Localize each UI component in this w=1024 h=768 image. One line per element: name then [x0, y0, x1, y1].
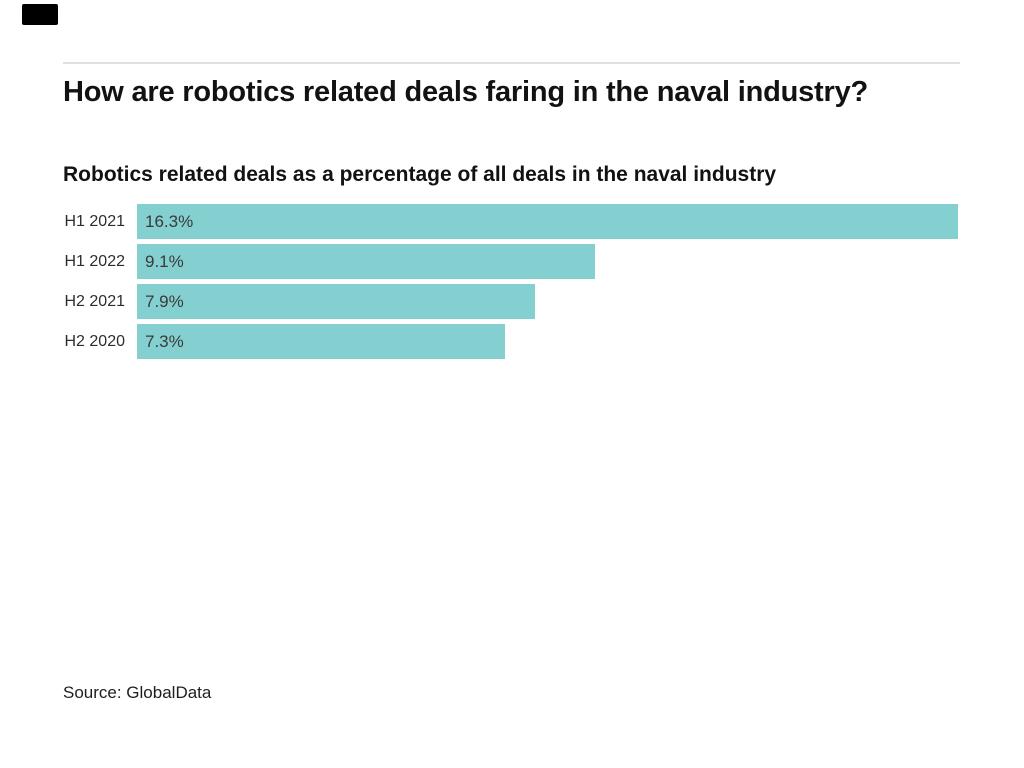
bar-value-label: 7.3%: [145, 332, 184, 351]
bar-row: H1 2022 9.1%: [63, 244, 960, 279]
chart-title: How are robotics related deals faring in…: [63, 76, 869, 108]
bar-row: H2 2021 7.9%: [63, 284, 960, 319]
bar-category-label: H2 2020: [64, 333, 126, 350]
bar-value-label: 9.1%: [145, 252, 184, 271]
bar-category-label: H1 2022: [64, 253, 126, 270]
bar: 16.3%: [137, 204, 958, 239]
bar: 9.1%: [137, 244, 595, 279]
chart-subtitle: Robotics related deals as a percentage o…: [63, 163, 777, 186]
bar-value-label: 7.9%: [145, 292, 184, 311]
header-divider: [63, 62, 960, 64]
source-attribution: Source: GlobalData: [63, 683, 212, 702]
bar-value-label: 16.3%: [145, 212, 194, 231]
bar-chart: H1 2021 16.3% H1 2022 9.1% H2 2021 7.9% H2 202…: [63, 204, 960, 364]
publisher-logo: [22, 4, 58, 25]
bar: 7.3%: [137, 324, 505, 359]
bar-row: H2 2020 7.3%: [63, 324, 960, 359]
bar-category-label: H1 2021: [64, 213, 126, 230]
bar-row: H1 2021 16.3%: [63, 204, 960, 239]
bar: 7.9%: [137, 284, 535, 319]
bar-category-label: H2 2021: [64, 293, 126, 310]
